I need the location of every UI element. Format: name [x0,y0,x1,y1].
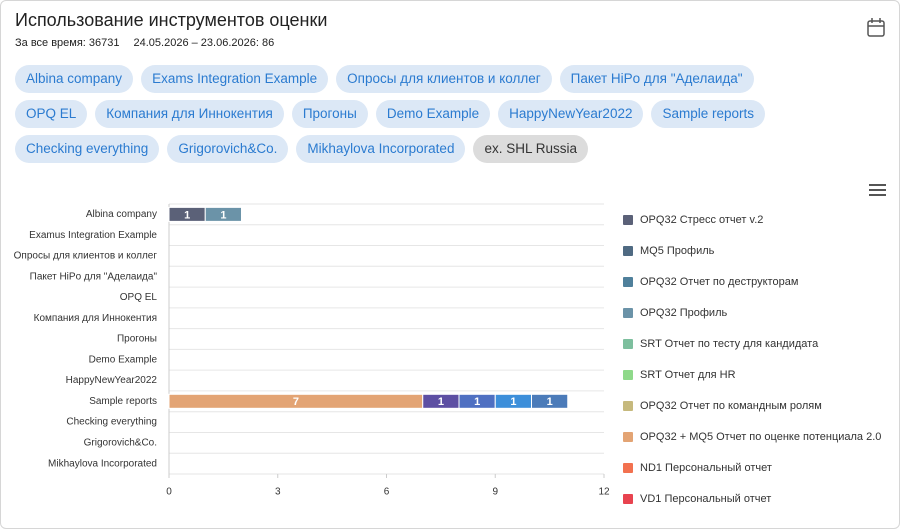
company-chip[interactable]: ex. SHL Russia [473,135,588,163]
legend-swatch [623,432,633,442]
legend-label: OPQ32 Отчет по командным ролям [640,400,822,412]
legend-label: MQ5 Профиль [640,245,715,257]
legend-swatch [623,339,633,349]
company-chip[interactable]: Grigorovich&Co. [167,135,289,163]
company-chip[interactable]: Пакет HiPo для "Аделаида" [559,65,754,93]
y-tick-label: Пакет HiPo для "Аделаида" [30,271,158,282]
legend-swatch [623,246,633,256]
data-label: 1 [184,209,190,221]
legend-label: SRT Отчет по тесту для кандидата [640,338,819,350]
company-chip[interactable]: Albina company [15,65,134,93]
legend-swatch [623,494,633,504]
y-tick-label: Checking everything [66,417,157,428]
company-chip[interactable]: OPQ EL [15,100,88,128]
y-tick-label: Sample reports [89,396,157,407]
legend-label: ND1 Персональный отчет [640,462,772,474]
menu-icon[interactable] [869,184,886,196]
data-label: 1 [220,209,226,221]
company-chip[interactable]: Sample reports [651,100,766,128]
legend-swatch [623,463,633,473]
legend-swatch [623,277,633,287]
x-tick-label: 12 [598,487,610,498]
company-chip[interactable]: HappyNewYear2022 [498,100,644,128]
legend-swatch [623,401,633,411]
bar-segment [204,206,242,222]
calendar-icon[interactable] [867,18,885,37]
period: 24.05.2026 – 23.06.2026: 86 [133,37,275,49]
company-chip[interactable]: Прогоны [291,100,368,128]
company-chip[interactable]: Exams Integration Example [141,65,329,93]
legend-label: OPQ32 Отчет по деструкторам [640,276,798,288]
x-tick-label: 6 [384,487,390,498]
chip-list: Albina company Exams Integration Example О… [15,65,805,163]
legend-label: SRT Отчет для HR [640,369,736,381]
y-tick-label: Опросы для клиентов и коллег [14,251,158,262]
data-label: 1 [547,396,553,408]
x-tick-label: 9 [492,487,498,498]
data-label: 1 [474,396,480,408]
company-chip[interactable]: Demo Example [375,100,491,128]
legend-swatch [623,370,633,380]
subtitle: За все время: 36731 24.05.2026 – 23.06.20… [15,37,288,49]
company-chip[interactable]: Mikhaylova Incorporated [296,135,466,163]
legend-swatch [623,215,633,225]
company-chip[interactable]: Опросы для клиентов и коллег [336,65,552,93]
legend-label: VD1 Персональный отчет [640,493,771,505]
y-tick-label: OPQ EL [120,292,158,303]
x-tick-label: 0 [166,487,172,498]
bar-segment [531,393,569,409]
legend-swatch [623,308,633,318]
all-time: За все время: 36731 [15,37,120,49]
y-tick-label: Прогоны [117,334,157,345]
data-label: 1 [510,396,516,408]
y-tick-label: Компания для Иннокентия [34,313,157,324]
company-chip[interactable]: Компания для Иннокентия [95,100,284,128]
title: Использование инструментов оценки [15,10,328,30]
y-tick-label: Grigorovich&Co. [84,437,157,448]
legend-label: OPQ32 Стресс отчет v.2 [640,214,763,226]
legend-label: OPQ32 + MQ5 Отчет по оценке потенциала 2… [640,431,881,443]
y-tick-label: Demo Example [89,354,158,365]
x-tick-label: 3 [275,487,281,498]
company-chip[interactable]: Checking everything [15,135,160,163]
data-label: 1 [438,396,444,408]
y-tick-label: Albina company [86,209,157,220]
legend-label: OPQ32 Профиль [640,307,727,319]
y-tick-label: Examus Integration Example [29,230,157,241]
data-label: 7 [293,396,299,408]
y-tick-label: HappyNewYear2022 [66,375,158,386]
y-tick-label: Mikhaylova Incorporated [48,458,157,469]
